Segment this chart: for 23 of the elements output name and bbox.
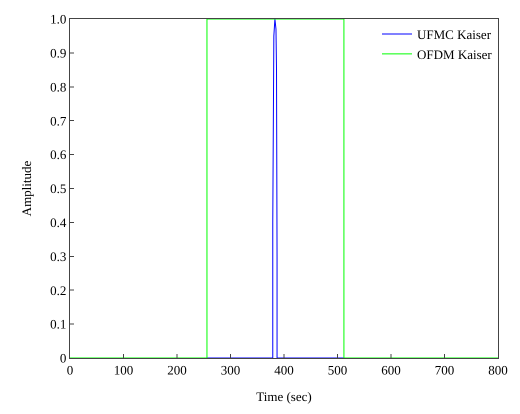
y-tick-label: 0.4: [50, 214, 67, 230]
y-tick-label: 0.1: [50, 316, 66, 332]
y-tick-label: 1.0: [50, 12, 66, 27]
x-tick-label: 300: [220, 362, 240, 378]
y-tick-label: 0.8: [50, 79, 66, 94]
legend-label: UFMC Kaiser: [417, 27, 492, 42]
y-tick-label: 0.7: [50, 113, 67, 128]
x-axis-title: Time (sec): [256, 389, 312, 404]
y-tick-label: 0.3: [50, 248, 66, 264]
y-axis-title: Amplitude: [19, 160, 34, 216]
x-tick-label: 100: [114, 362, 134, 378]
x-tick-label: 800: [488, 362, 508, 378]
y-tick-label: 0: [60, 350, 66, 366]
y-tick-label: 0.2: [50, 282, 66, 298]
x-tick-label: 500: [328, 362, 348, 378]
y-tick-label: 0.6: [50, 147, 67, 162]
x-tick-label: 700: [434, 362, 454, 378]
x-tick-label: 400: [274, 362, 294, 378]
x-tick-label: 200: [167, 362, 187, 378]
x-tick-label: 600: [381, 362, 401, 378]
y-tick-label: 0.9: [50, 45, 66, 60]
legend-label: OFDM Kaiser: [417, 46, 492, 62]
y-tick-label: 0.5: [50, 181, 66, 196]
